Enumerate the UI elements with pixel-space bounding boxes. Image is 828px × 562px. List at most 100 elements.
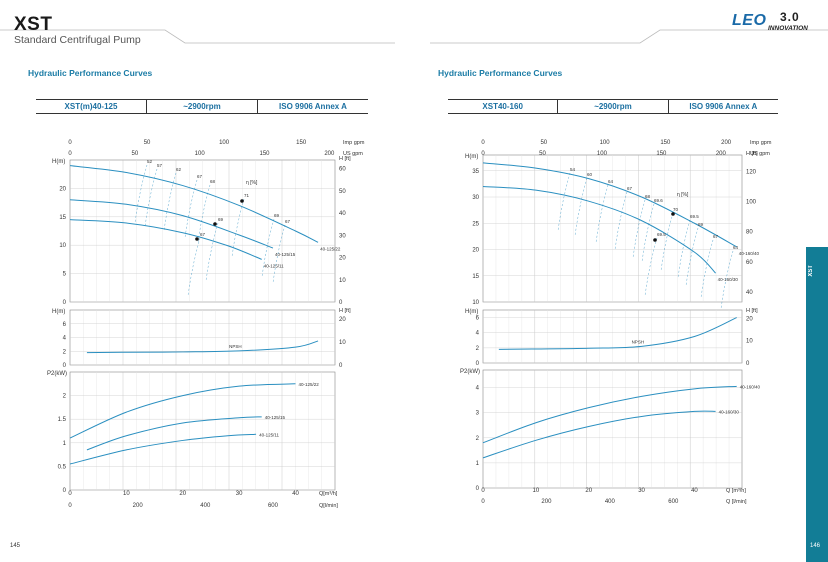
logo-text: LEO: [732, 12, 767, 29]
power-ylabel: P2(kW): [460, 369, 480, 375]
npsh-ylabel-right: H [ft]: [339, 308, 351, 314]
npsh-ytick-right-label: 10: [339, 340, 346, 346]
top-axis-imp-tick: 150: [296, 140, 307, 146]
efficiency-value: 57: [157, 163, 163, 168]
page-number-left: 145: [10, 543, 21, 549]
head-ytick-label: 15: [59, 215, 66, 221]
head-ytick-label: 15: [472, 274, 479, 280]
efficiency-isoline: [700, 239, 714, 299]
header-rule: [0, 29, 828, 44]
head-ytick-label: 10: [59, 243, 66, 249]
head-ytick-right-label: 50: [339, 189, 346, 195]
efficiency-isoline: [272, 224, 286, 284]
head-ytick-right-label: 20: [339, 256, 346, 262]
efficiency-value: 54: [570, 167, 576, 172]
bottom-axis-lmin-tick: 400: [200, 503, 211, 509]
logo-version: 3.0: [780, 10, 800, 24]
efficiency-value: 62: [176, 167, 182, 172]
npsh-ytick-label: 4: [476, 331, 480, 337]
spec-bar-right: XST40-160 ~2900rpm ISO 9906 Annex A: [448, 99, 778, 114]
efficiency-value: 69: [698, 222, 704, 227]
section-title-right: Hydraulic Performance Curves: [438, 68, 563, 78]
bottom-axis-lmin-tick: 400: [605, 499, 616, 505]
head-ylabel: H(m): [52, 159, 65, 165]
section-side-tab: XST: [806, 247, 828, 562]
efficiency-isoline: [595, 184, 609, 244]
head-curve-label: 40-125/15: [275, 252, 296, 257]
npsh-ytick-label: 4: [63, 336, 67, 342]
top-axis-us-tick: 100: [195, 151, 206, 157]
power-curve: [482, 385, 737, 444]
efficiency-value: 67: [713, 234, 719, 239]
bottom-axis-q-tick: 20: [179, 491, 186, 497]
power-curve-label: 40-160/40: [740, 384, 761, 389]
bottom-axis-q-tick: 30: [638, 488, 645, 494]
top-axis-us-tick: 50: [539, 151, 546, 157]
spec-bar-left: XST(m)40-125 ~2900rpm ISO 9906 Annex A: [36, 99, 368, 114]
head-ytick-label: 30: [472, 195, 479, 201]
efficiency-isoline: [187, 237, 201, 297]
top-axis-us-tick: 0: [481, 151, 485, 157]
head-ytick-label: 10: [472, 300, 479, 306]
npsh-curve: [86, 340, 319, 354]
efficiency-isoline: [641, 203, 655, 263]
power-curve: [86, 416, 262, 451]
power-ytick-label: 3: [476, 411, 480, 417]
bottom-axis-q-tick: 20: [585, 488, 592, 494]
efficiency-isoline: [614, 191, 628, 251]
efficiency-isoline: [134, 164, 148, 224]
efficiency-label: η [%]: [246, 180, 258, 186]
bottom-axis-q-label: Q[m³/h]: [319, 491, 338, 497]
spec-standard: ISO 9906 Annex A: [689, 102, 758, 111]
bottom-axis-lmin-tick: 600: [268, 503, 279, 509]
efficiency-isoline: [231, 198, 245, 258]
npsh-ytick-right-label: 20: [339, 317, 346, 323]
top-axis-imp-tick: 0: [68, 140, 72, 146]
head-curve-label: 40-160/30: [718, 277, 739, 282]
head-ytick-label: 35: [472, 169, 479, 175]
top-axis-us-tick: 0: [68, 151, 72, 157]
bottom-axis-lmin-label: Q[l/min]: [319, 503, 338, 509]
power-ytick-label: 0: [63, 488, 67, 494]
top-axis-us-tick: 200: [716, 151, 727, 157]
npsh-ytick-label: 6: [476, 316, 480, 322]
head-curve: [482, 162, 737, 248]
top-axis-us-tick: 200: [324, 151, 335, 157]
brand-subtitle: Standard Centrifugal Pump: [14, 34, 141, 46]
efficiency-value: 52: [147, 159, 153, 164]
brand-title: XST: [14, 14, 53, 35]
spec-speed: ~2900rpm: [147, 100, 258, 113]
power-curve: [69, 433, 257, 465]
efficiency-isoline: [660, 212, 674, 272]
power-ytick-label: 1.5: [58, 417, 67, 423]
npsh-curve: [498, 317, 737, 350]
head-ylabel: H(m): [465, 154, 478, 160]
power-ytick-label: 0.5: [58, 464, 67, 470]
npsh-ytick-right-label: 0: [746, 361, 750, 367]
head-ytick-label: 20: [472, 248, 479, 254]
best-efficiency-point: [213, 222, 217, 226]
bottom-axis-q-tick: 40: [691, 488, 698, 494]
bottom-axis-q-tick: 40: [292, 491, 299, 497]
best-efficiency-point: [653, 238, 657, 242]
efficiency-value: 67: [627, 186, 633, 191]
efficiency-value: 64: [608, 179, 614, 184]
head-ytick-right-label: 40: [746, 290, 753, 296]
bottom-axis-lmin-label: Q [l/min]: [726, 499, 747, 505]
page-number-right: 146: [810, 543, 821, 549]
efficiency-label: η [%]: [677, 192, 689, 198]
efficiency-isoline: [677, 219, 691, 279]
bottom-axis-lmin-tick: 600: [668, 499, 679, 505]
efficiency-isoline: [685, 227, 699, 287]
efficiency-value: 69: [218, 217, 224, 222]
efficiency-value: 69.5: [657, 232, 666, 237]
npsh-ytick-label: 2: [476, 346, 480, 352]
best-efficiency-point: [240, 199, 244, 203]
head-ytick-right-label: 80: [746, 230, 753, 236]
efficiency-value: 67: [285, 219, 291, 224]
bottom-axis-q-tick: 0: [68, 491, 72, 497]
bottom-axis-q-tick: 0: [481, 488, 485, 494]
npsh-curve-label: NPSH: [632, 339, 645, 344]
head-curve-label: 40-125/22: [320, 246, 341, 251]
